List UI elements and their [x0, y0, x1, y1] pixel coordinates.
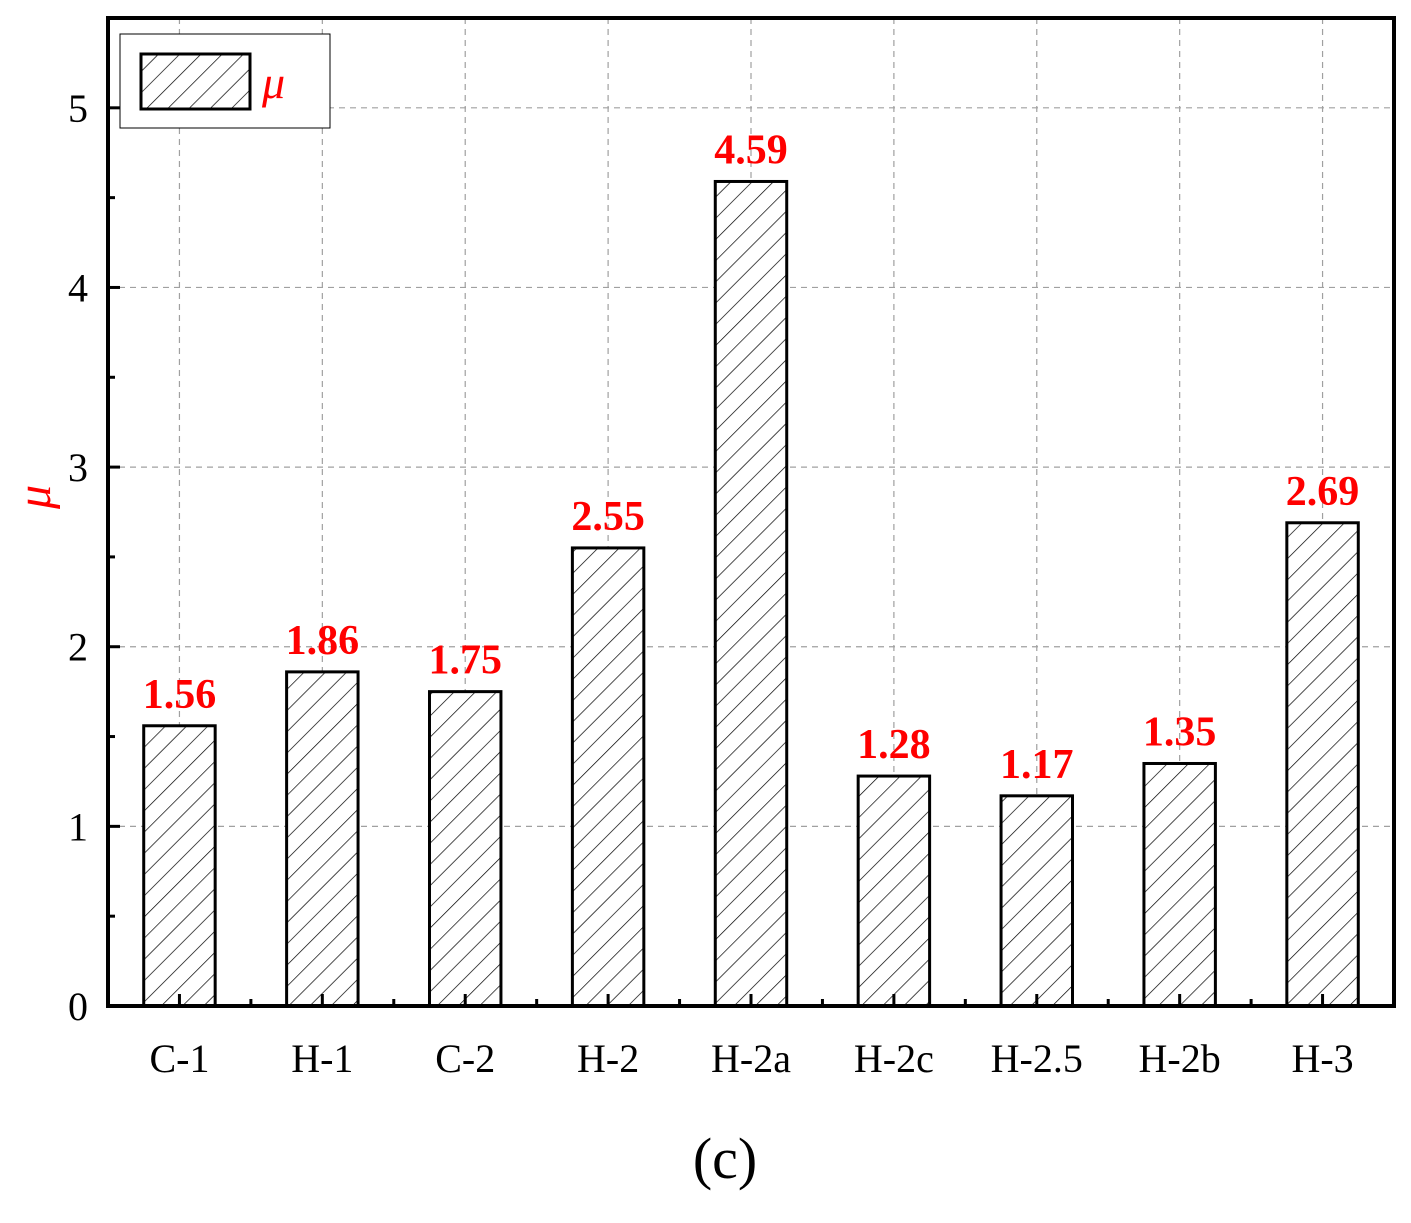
x-tick-label-H-2.5: H-2.5: [991, 1036, 1083, 1081]
y-tick-label-1: 1: [68, 804, 88, 849]
bar-C-2: [428, 690, 503, 1008]
x-tick-label-H-2a: H-2a: [711, 1036, 791, 1081]
data-label-H-2b: 1.35: [1143, 709, 1217, 755]
x-tick-label-C-2: C-2: [435, 1036, 495, 1081]
data-label-H-2: 2.55: [571, 494, 645, 540]
bar-H-1: [285, 670, 360, 1008]
x-tick-label-H-1: H-1: [291, 1036, 353, 1081]
y-tick-label-3: 3: [68, 445, 88, 490]
y-axis-title: μ: [8, 485, 61, 510]
bar-H-2.5: [999, 794, 1074, 1008]
x-tick-label-C-1: C-1: [149, 1036, 209, 1081]
legend: μ: [119, 33, 331, 129]
y-tick-label-5: 5: [68, 86, 88, 131]
panel-label: (c): [693, 1126, 757, 1191]
bar-H-3: [1285, 521, 1360, 1008]
bar-C-1: [142, 724, 217, 1008]
bar-H-2b: [1142, 761, 1217, 1008]
x-tick-label-H-2b: H-2b: [1139, 1036, 1221, 1081]
data-label-H-1: 1.86: [286, 618, 360, 664]
bar-H-2c: [856, 774, 932, 1008]
data-label-C-2: 1.75: [428, 638, 502, 684]
legend-swatch: [139, 52, 252, 111]
y-tick-label-2: 2: [68, 625, 88, 670]
data-label-H-3: 2.69: [1286, 469, 1360, 515]
y-tick-label-4: 4: [68, 265, 88, 310]
axis-ticks: 0 1 2 3 4 5 C-1 H-1 C-2 H-2 H-2a H-2c H-2.5 H-2b H-3: [68, 86, 1354, 1081]
bar-H-2: [570, 546, 646, 1008]
legend-label: μ: [261, 57, 285, 108]
data-label-H-2c: 1.28: [857, 722, 931, 768]
x-tick-label-H-2: H-2: [577, 1036, 639, 1081]
x-tick-label-H-3: H-3: [1291, 1036, 1353, 1081]
data-labels: 1.56 1.86 1.75 2.55 4.59 1.28 1.17 1.35 2.69: [143, 127, 1360, 787]
bars: [142, 179, 1360, 1008]
x-tick-label-H-2c: H-2c: [854, 1036, 934, 1081]
data-label-C-1: 1.56: [143, 672, 217, 718]
bar-H-2a: [713, 179, 789, 1008]
y-tick-label-0: 0: [68, 984, 88, 1029]
data-label-H-2a: 4.59: [714, 127, 788, 173]
data-label-H-2.5: 1.17: [1000, 742, 1074, 788]
